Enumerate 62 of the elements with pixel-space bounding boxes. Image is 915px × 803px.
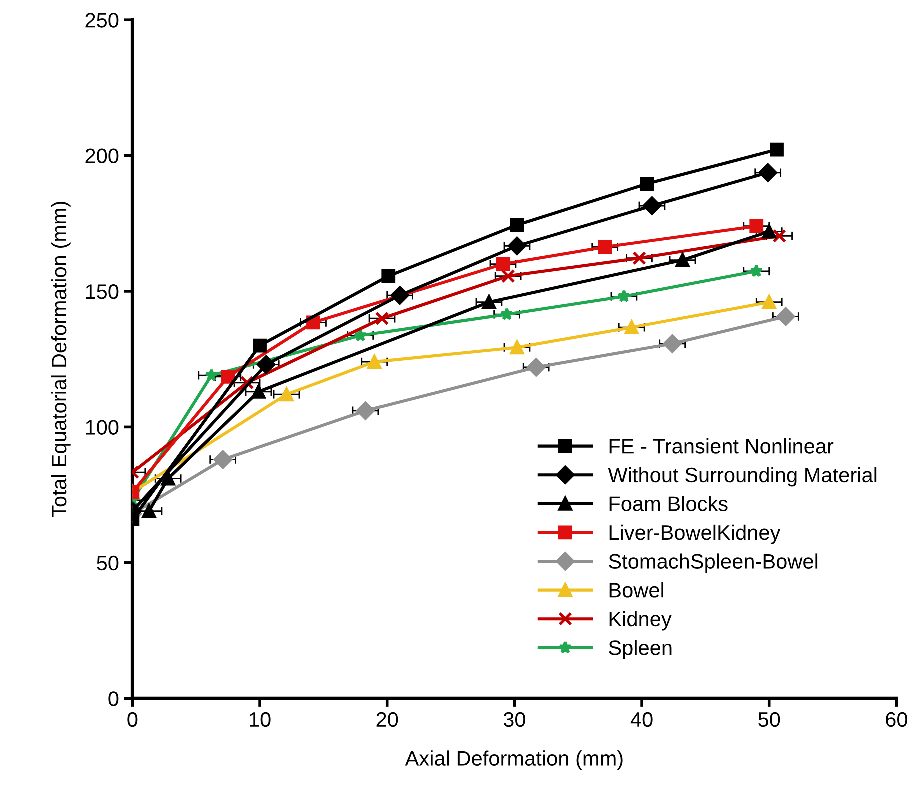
point	[598, 240, 612, 254]
point	[527, 358, 546, 377]
point	[642, 196, 662, 216]
x-tick-label: 20	[376, 712, 398, 728]
y-tick-label: 50	[97, 556, 119, 571]
point	[161, 472, 176, 486]
legend-label: Liver-BowelKidney	[610, 524, 781, 544]
x-tick-label: 50	[758, 712, 780, 728]
point	[356, 402, 375, 420]
legend-label: Kidney	[610, 611, 672, 631]
point	[253, 338, 267, 353]
point	[772, 229, 786, 244]
x-tick-label: 0	[128, 712, 138, 728]
y-tick-label: 150	[86, 284, 119, 300]
point	[640, 177, 654, 191]
point	[280, 388, 294, 402]
point	[750, 264, 764, 278]
point	[776, 307, 796, 326]
y-axis-title: Total Equatorial Deformation (mm)	[51, 202, 71, 518]
legend-label: Bowel	[610, 582, 664, 598]
point	[770, 142, 784, 157]
point	[510, 218, 524, 232]
legend-label: Without Surrounding Material	[608, 467, 877, 487]
legend-label: FE - Transient Nonlinear	[610, 438, 834, 454]
point	[496, 257, 510, 272]
point	[632, 251, 646, 266]
y-tick-label: 200	[86, 148, 119, 164]
point	[762, 224, 776, 239]
point	[501, 269, 516, 284]
point	[624, 320, 639, 335]
point	[204, 368, 218, 382]
point	[375, 312, 390, 326]
point	[676, 253, 690, 268]
point	[758, 164, 778, 182]
point	[762, 295, 776, 310]
point	[368, 355, 382, 370]
point	[257, 356, 276, 374]
point	[142, 504, 156, 518]
x-tick-label: 10	[250, 712, 271, 728]
legend-label: StomachSpleen-Bowel	[609, 554, 818, 574]
x-axis-title: Axial Deformation (mm)	[405, 750, 623, 770]
legend-label: Spleen	[609, 640, 672, 660]
point	[750, 219, 764, 234]
point	[510, 340, 524, 355]
x-tick-label: 40	[630, 712, 653, 728]
x-tick-label: 60	[886, 712, 908, 728]
point	[500, 308, 514, 320]
point	[482, 295, 496, 310]
point	[214, 450, 232, 470]
point	[390, 286, 410, 305]
x-tick-label: 30	[504, 712, 526, 728]
point	[354, 328, 368, 342]
y-tick-label: 100	[86, 420, 119, 435]
y-tick-label: 0	[108, 692, 119, 706]
legend-label: Foam Blocks	[610, 496, 728, 512]
y-tick-label: 250	[86, 13, 119, 28]
point	[663, 334, 682, 354]
point	[382, 269, 396, 284]
point	[221, 370, 236, 384]
point	[252, 384, 266, 399]
point	[508, 236, 526, 256]
point	[618, 290, 631, 303]
